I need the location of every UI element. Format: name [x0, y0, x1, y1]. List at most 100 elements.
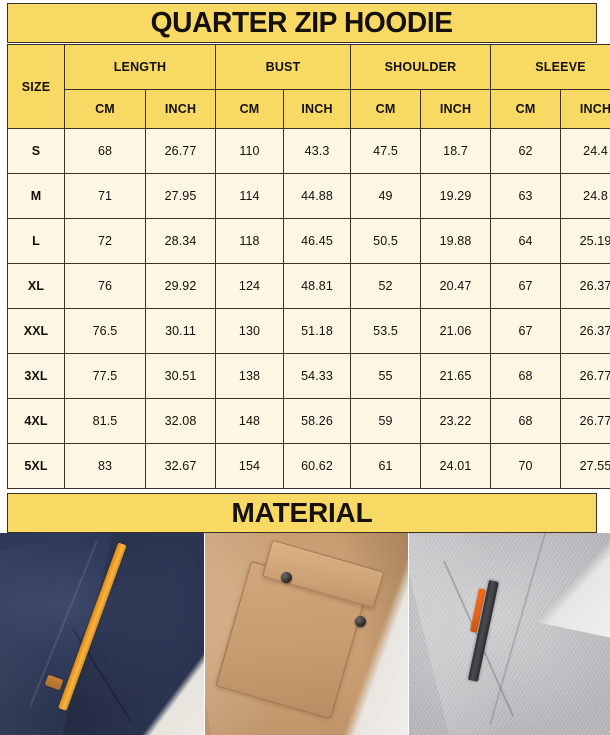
measurement-cell: 26.37	[560, 263, 610, 309]
table-row: 5XL 83 32.67 154 60.62 61 24.01 70 27.55	[7, 443, 610, 489]
measurement-cell: 55	[350, 353, 422, 399]
measurement-cell: 23.22	[420, 398, 492, 444]
material-banner: MATERIAL	[7, 493, 597, 533]
khaki-cargo-pocket-photo	[203, 533, 409, 735]
measurement-cell: 19.29	[420, 173, 492, 219]
measurement-cell: 19.88	[420, 218, 492, 264]
measurement-cell: 71	[64, 173, 146, 219]
measurement-cell: 60.62	[282, 443, 352, 489]
measurement-cell: 25.19	[560, 218, 610, 264]
measurement-cell: 54.33	[282, 353, 352, 399]
measurement-cell: 20.47	[420, 263, 492, 309]
measurement-cell: 154	[215, 443, 284, 489]
size-chart-table: SIZE LENGTH BUST SHOULDER SLEEVE CM INCH…	[7, 44, 610, 489]
size-label-s: S	[7, 128, 65, 174]
header-unit-bust-cm: CM	[215, 89, 284, 129]
measurement-cell: 26.77	[145, 128, 216, 174]
header-unit-sleeve-cm: CM	[490, 89, 562, 129]
header-size: SIZE	[7, 44, 65, 129]
table-row: M 71 27.95 114 44.88 49 19.29 63 24.8	[7, 173, 610, 219]
measurement-cell: 26.77	[560, 398, 610, 444]
measurement-cell: 30.51	[145, 353, 216, 399]
measurement-cell: 50.5	[350, 218, 422, 264]
header-row-units: CM INCH CM INCH CM INCH CM INCH	[8, 89, 610, 129]
header-group-shoulder: SHOULDER	[350, 44, 492, 90]
table-row: L 72 28.34 118 46.45 50.5 19.88 64 25.19	[7, 218, 610, 264]
measurement-cell: 26.77	[560, 353, 610, 399]
size-label-m: M	[7, 173, 65, 219]
measurement-cell: 52	[350, 263, 422, 309]
measurement-cell: 48.81	[282, 263, 352, 309]
measurement-cell: 67	[490, 308, 562, 354]
header-unit-shoulder-cm: CM	[350, 89, 422, 129]
table-row: XL 76 29.92 124 48.81 52 20.47 67 26.37	[7, 263, 610, 309]
size-label-xxl: XXL	[7, 308, 65, 354]
measurement-cell: 124	[215, 263, 284, 309]
measurement-cell: 27.95	[145, 173, 216, 219]
size-label-5xl: 5XL	[7, 443, 65, 489]
table-body: S 68 26.77 110 43.3 47.5 18.7 62 24.4 M 71 27.95 114…	[7, 128, 610, 489]
header-unit-length-inch: INCH	[145, 89, 216, 129]
measurement-cell: 83	[64, 443, 146, 489]
grey-fabric-backdrop	[409, 533, 610, 735]
material-heading: MATERIAL	[231, 497, 373, 528]
navy-fleece-zip-pocket-photo	[0, 533, 204, 735]
measurement-cell: 59	[350, 398, 422, 444]
measurement-cell: 28.34	[145, 218, 216, 264]
pocket-snap-button-upper	[280, 572, 292, 583]
measurement-cell: 63	[490, 173, 562, 219]
measurement-cell: 77.5	[64, 353, 146, 399]
measurement-cell: 27.55	[560, 443, 610, 489]
measurement-cell: 44.88	[282, 173, 352, 219]
measurement-cell: 138	[215, 353, 284, 399]
table-row: S 68 26.77 110 43.3 47.5 18.7 62 24.4	[7, 128, 610, 174]
navy-fabric-backdrop	[0, 533, 204, 735]
measurement-cell: 24.01	[420, 443, 492, 489]
measurement-cell: 114	[215, 173, 284, 219]
header-unit-sleeve-inch: INCH	[560, 89, 610, 129]
measurement-cell: 18.7	[420, 128, 492, 174]
header-group-sleeve: SLEEVE	[490, 44, 610, 90]
measurement-cell: 32.67	[145, 443, 216, 489]
measurement-cell: 81.5	[64, 398, 146, 444]
pocket-snap-button-lower	[354, 616, 366, 627]
measurement-cell: 148	[215, 398, 284, 444]
header-group-length: LENGTH	[64, 44, 216, 90]
measurement-cell: 46.45	[282, 218, 352, 264]
measurement-cell: 43.3	[282, 128, 352, 174]
measurement-cell: 51.18	[282, 308, 352, 354]
header-unit-bust-inch: INCH	[282, 89, 352, 129]
size-label-4xl: 4XL	[7, 398, 65, 444]
measurement-cell: 70	[490, 443, 562, 489]
measurement-cell: 47.5	[350, 128, 422, 174]
measurement-cell: 49	[350, 173, 422, 219]
measurement-cell: 64	[490, 218, 562, 264]
measurement-cell: 30.11	[145, 308, 216, 354]
header-row-groups: SIZE LENGTH BUST SHOULDER SLEEVE	[7, 44, 610, 129]
measurement-cell: 32.08	[145, 398, 216, 444]
table-row: 4XL 81.5 32.08 148 58.26 59 23.22 68 26.77	[7, 398, 610, 444]
measurement-cell: 58.26	[282, 398, 352, 444]
measurement-cell: 21.06	[420, 308, 492, 354]
measurement-cell: 76	[64, 263, 146, 309]
measurement-cell: 130	[215, 308, 284, 354]
table-row: XXL 76.5 30.11 130 51.18 53.5 21.06 67 26.37	[7, 308, 610, 354]
header-unit-shoulder-inch: INCH	[420, 89, 492, 129]
measurement-cell: 29.92	[145, 263, 216, 309]
measurement-cell: 61	[350, 443, 422, 489]
measurement-cell: 21.65	[420, 353, 492, 399]
page-title: QUARTER ZIP HOODIE	[151, 6, 453, 39]
grey-fleece-zip-pocket-photo	[408, 533, 610, 735]
title-banner: QUARTER ZIP HOODIE	[7, 3, 597, 43]
measurement-cell: 68	[64, 128, 146, 174]
table-row: 3XL 77.5 30.51 138 54.33 55 21.65 68 26.77	[7, 353, 610, 399]
header-unit-length-cm: CM	[64, 89, 146, 129]
measurement-cell: 62	[490, 128, 562, 174]
size-label-xl: XL	[7, 263, 65, 309]
measurement-cell: 118	[215, 218, 284, 264]
table-header: SIZE LENGTH BUST SHOULDER SLEEVE CM INCH…	[7, 44, 610, 129]
header-group-bust: BUST	[214, 44, 352, 90]
measurement-cell: 26.37	[560, 308, 610, 354]
measurement-cell: 110	[215, 128, 284, 174]
